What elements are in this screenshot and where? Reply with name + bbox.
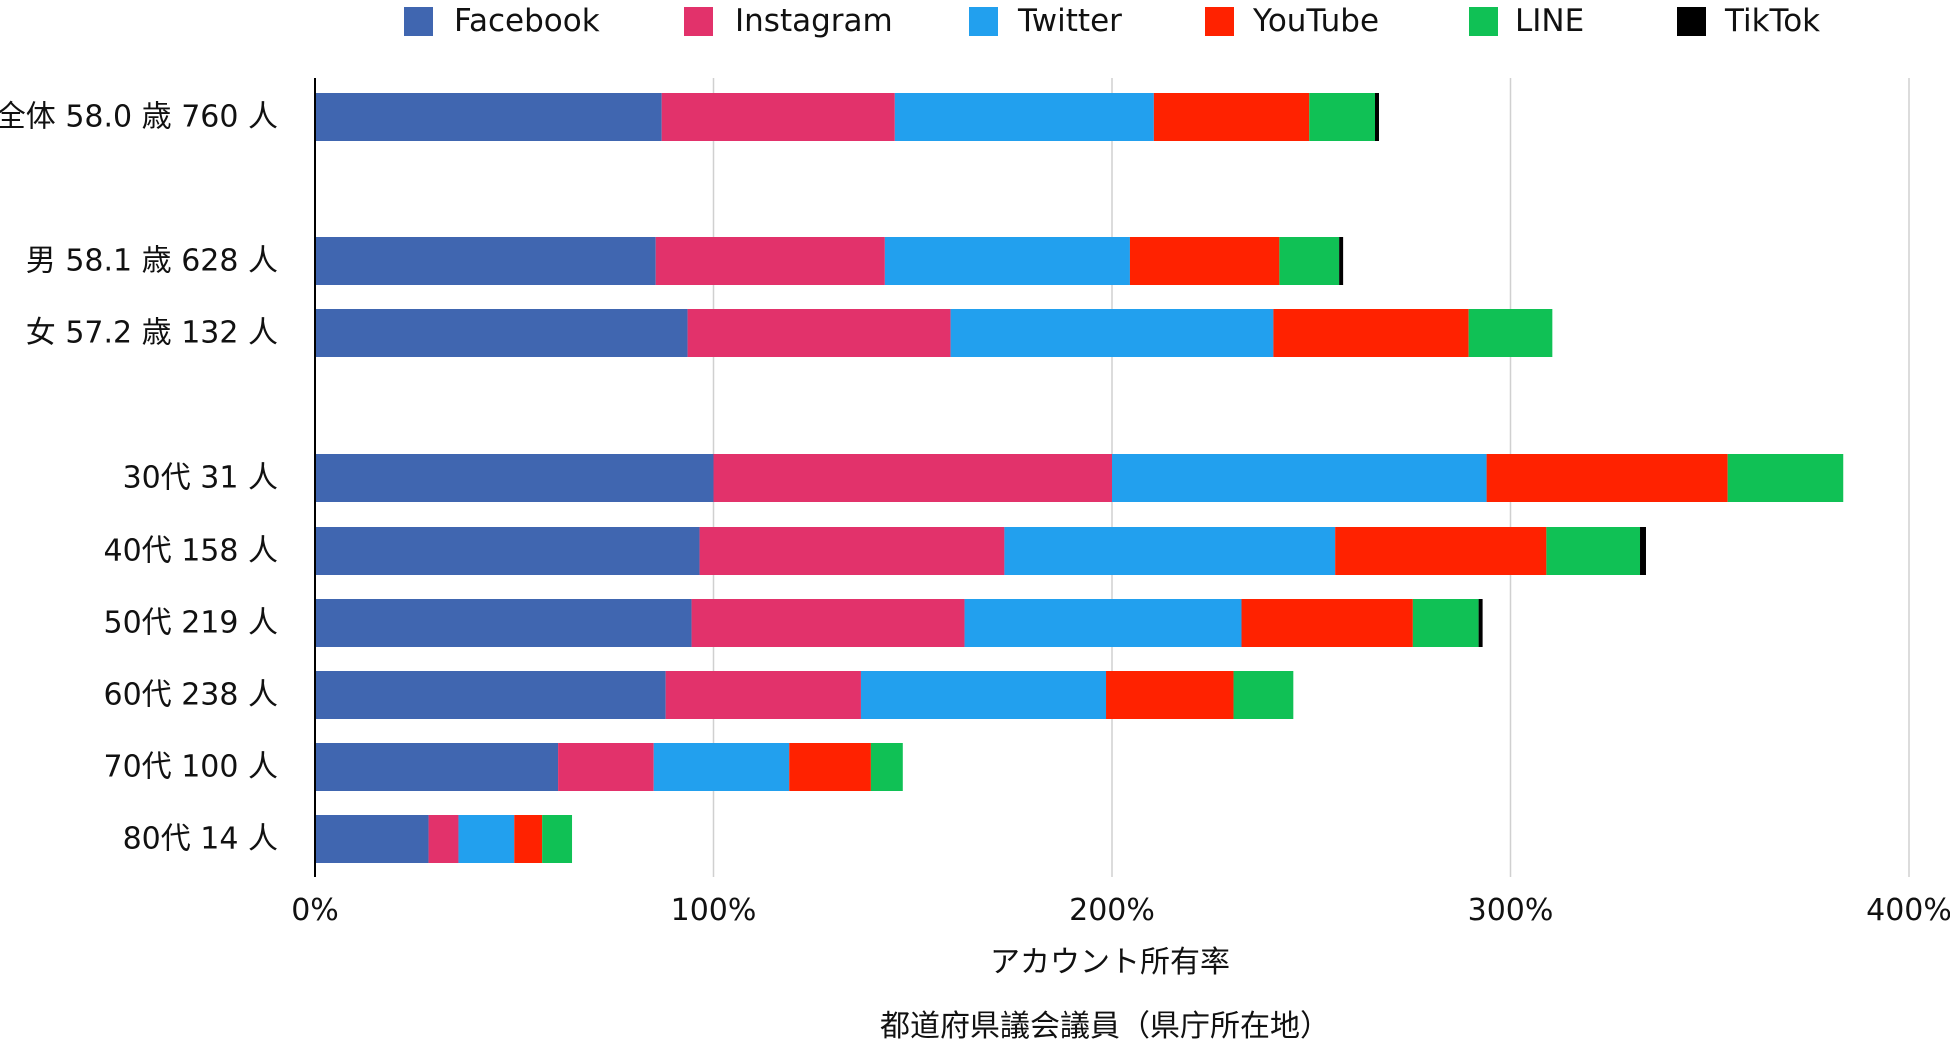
bar-twitter-8: [458, 815, 515, 863]
bar-tiktok-0: [1375, 93, 1379, 141]
bar-twitter-5: [964, 599, 1242, 647]
x-tick-label-3: 300%: [1468, 893, 1554, 928]
category-label-1: 男 58.1 歳 628 人: [26, 244, 278, 279]
bar-facebook-8: [315, 815, 429, 863]
chart-subtitle: 都道府県議会議員（県庁所在地）: [880, 1009, 1330, 1044]
category-label-7: 70代 100 人: [103, 750, 278, 785]
bar-tiktok-5: [1478, 599, 1483, 647]
legend: Facebook Instagram Twitter YouTube LINE TikTo…: [404, 3, 1820, 39]
bar-facebook-3: [315, 454, 714, 502]
legend-label-line: LINE: [1515, 3, 1584, 39]
bar-instagram-5: [691, 599, 965, 647]
bar-facebook-4: [315, 527, 700, 575]
bar-instagram-4: [699, 527, 1005, 575]
legend-label-tiktok: TikTok: [1724, 3, 1820, 39]
bar-instagram-2: [687, 309, 951, 357]
bar-line-1: [1279, 237, 1340, 285]
category-labels: 全体 58.0 歳 760 人男 58.1 歳 628 人女 57.2 歳 13…: [0, 100, 278, 857]
legend-swatch-line: [1469, 7, 1498, 36]
legend-swatch-tiktok: [1677, 7, 1706, 36]
bar-youtube-4: [1335, 527, 1547, 575]
bar-line-2: [1468, 309, 1553, 357]
bar-instagram-6: [665, 671, 861, 719]
bar-youtube-0: [1153, 93, 1310, 141]
bar-twitter-6: [860, 671, 1107, 719]
bars-layer: [315, 93, 1844, 863]
legend-swatch-youtube: [1205, 7, 1234, 36]
x-axis-title: アカウント所有率: [990, 945, 1230, 980]
legend-swatch-facebook: [404, 7, 433, 36]
bar-facebook-7: [315, 743, 559, 791]
bar-youtube-2: [1273, 309, 1469, 357]
bar-youtube-7: [789, 743, 871, 791]
bar-facebook-5: [315, 599, 692, 647]
bar-instagram-7: [558, 743, 654, 791]
bar-facebook-6: [315, 671, 666, 719]
bar-facebook-0: [315, 93, 662, 141]
bar-tiktok-4: [1640, 527, 1646, 575]
legend-label-youtube: YouTube: [1252, 3, 1379, 39]
category-label-6: 60代 238 人: [103, 678, 278, 713]
bar-line-6: [1233, 671, 1294, 719]
bar-twitter-7: [653, 743, 790, 791]
category-label-5: 50代 219 人: [103, 606, 278, 641]
bar-tiktok-1: [1339, 237, 1344, 285]
bar-line-4: [1546, 527, 1641, 575]
legend-label-instagram: Instagram: [735, 3, 893, 39]
legend-label-twitter: Twitter: [1017, 3, 1122, 39]
bar-twitter-3: [1112, 454, 1487, 502]
bar-twitter-2: [950, 309, 1274, 357]
bar-twitter-0: [894, 93, 1154, 141]
x-tick-label-0: 0%: [291, 893, 339, 928]
bar-youtube-5: [1241, 599, 1413, 647]
bar-twitter-4: [1004, 527, 1336, 575]
bar-youtube-1: [1129, 237, 1280, 285]
category-label-2: 女 57.2 歳 132 人: [26, 316, 278, 351]
bar-line-8: [542, 815, 573, 863]
bar-instagram-1: [655, 237, 885, 285]
bar-facebook-1: [315, 237, 656, 285]
category-label-0: 全体 58.0 歳 760 人: [0, 100, 278, 135]
bar-instagram-8: [428, 815, 459, 863]
category-label-8: 80代 14 人: [123, 822, 278, 857]
bar-line-0: [1309, 93, 1376, 141]
bar-line-3: [1727, 454, 1844, 502]
bar-instagram-3: [713, 454, 1112, 502]
bar-line-7: [870, 743, 903, 791]
bar-line-5: [1412, 599, 1479, 647]
x-tick-label-2: 200%: [1069, 893, 1155, 928]
x-tick-label-1: 100%: [671, 893, 757, 928]
bar-youtube-8: [514, 815, 543, 863]
x-tick-labels: 0% 100% 200% 300% 400%: [291, 893, 1950, 928]
bar-youtube-6: [1106, 671, 1234, 719]
legend-swatch-twitter: [969, 7, 998, 36]
category-label-4: 40代 158 人: [103, 534, 278, 569]
bar-youtube-3: [1486, 454, 1728, 502]
legend-label-facebook: Facebook: [454, 3, 600, 39]
x-tick-label-4: 400%: [1866, 893, 1950, 928]
bar-twitter-1: [884, 237, 1130, 285]
legend-swatch-instagram: [684, 7, 713, 36]
category-label-3: 30代 31 人: [123, 461, 278, 496]
bar-instagram-0: [661, 93, 895, 141]
bar-facebook-2: [315, 309, 688, 357]
